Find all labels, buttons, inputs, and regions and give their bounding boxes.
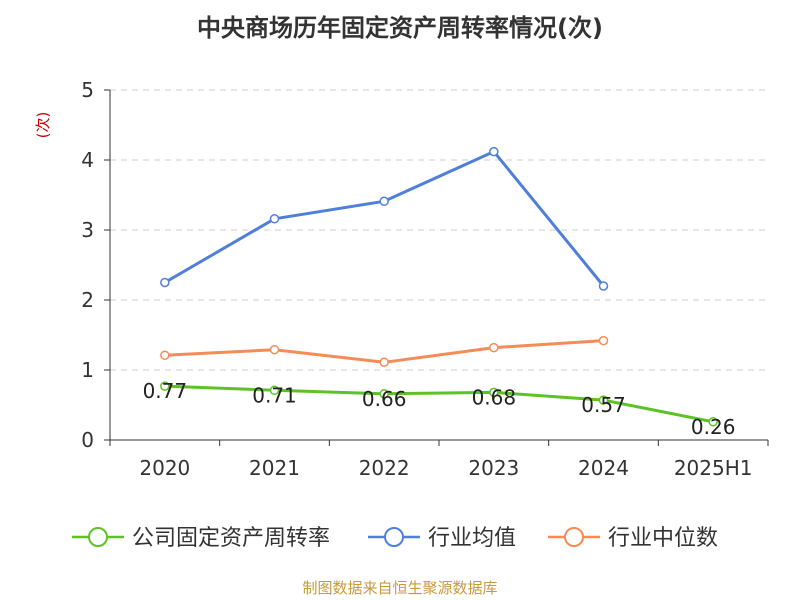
legend-label: 行业均值 [428,526,516,551]
x-tick-label: 2022 [359,456,410,480]
data-point [160,381,170,391]
data-point [379,196,389,207]
data-label: 0.77 [143,379,188,403]
data-label: 0.26 [691,415,736,439]
y-tick-label: 1 [81,358,94,382]
data-point [269,344,280,355]
data-point [489,146,499,157]
data-point [160,277,170,288]
y-tick-label: 0 [81,428,94,452]
data-point [489,387,499,398]
data-label: 0.66 [362,387,407,411]
data-point [269,214,280,224]
axes: 0 1 2 3 4 5 2020 2021 2022 2023 2024 2025H1 (次) [34,78,769,480]
data-point [379,357,389,368]
series-lines [160,146,718,427]
legend-marker [384,527,404,547]
x-tick-label: 2020 [139,456,190,480]
y-tick-label: 5 [81,78,94,102]
data-point [598,395,609,405]
legend-label: 公司固定资产周转率 [132,526,330,551]
legend: 公司固定资产周转率 行业均值 行业中位数 [72,526,718,551]
data-point [379,389,389,399]
legend-marker [564,527,584,547]
x-tick-label: 2023 [468,456,519,480]
x-tick-label: 2021 [249,456,300,480]
x-tick-label: 2024 [578,456,629,480]
data-label: 0.71 [252,383,297,407]
data-label: 0.57 [581,393,626,417]
y-axis-label: (次) [34,112,52,139]
series-line [164,150,605,287]
series-line [164,384,714,424]
chart-title: 中央商场历年固定资产周转率情况(次) [197,14,603,42]
data-point [269,385,280,396]
data-point [598,335,609,346]
y-tick-label: 2 [81,288,94,312]
data-source: 制图数据来自恒生聚源数据库 [302,579,498,597]
data-point [708,417,718,427]
data-labels: 0.77 0.71 0.66 0.68 0.57 0.26 [143,379,736,439]
data-point [160,350,170,361]
y-tick-label: 4 [81,148,94,172]
x-tick-label: 2025H1 [674,456,753,480]
y-tick-label: 3 [81,218,94,242]
data-point [598,281,609,291]
legend-label: 行业中位数 [608,526,718,551]
grid-lines [110,89,768,371]
legend-marker [88,527,108,547]
data-point [489,342,499,353]
data-label: 0.68 [472,385,517,409]
